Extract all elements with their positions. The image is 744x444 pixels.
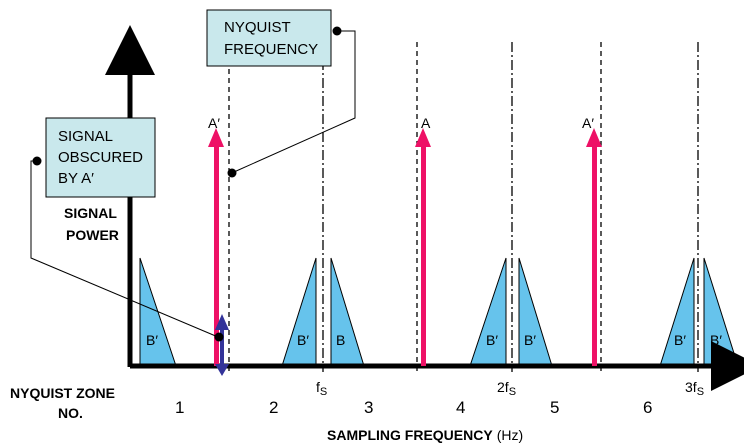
arrow-label: A′: [582, 115, 594, 131]
arrow-a-prime-zone2: [208, 128, 224, 366]
band-label: B′: [486, 332, 498, 348]
arrow-a-prime-zone6: [586, 128, 602, 366]
zone-number: 6: [643, 398, 652, 417]
callout-line: SIGNAL: [58, 128, 113, 145]
zone-number: 2: [269, 398, 278, 417]
tick-2fs: 2fS: [497, 379, 516, 398]
fs-lines: [322, 42, 699, 372]
leader-dot: [227, 168, 237, 178]
tick-fs: fS: [316, 379, 327, 398]
leader-dot: [214, 332, 224, 342]
callout-line: OBSCURED: [58, 149, 143, 166]
nyquist-frequency-callout: NYQUIST FREQUENCY: [206, 9, 356, 178]
fs-tick-labels: fS 2fS 3fS: [316, 379, 704, 398]
callout-line: FREQUENCY: [224, 41, 318, 58]
signal-obscured-callout: SIGNAL OBSCURED BY A′: [30, 117, 224, 342]
leader-line: [233, 30, 356, 173]
zone-number: 1: [175, 398, 184, 417]
band-b-prime-left-2fs: [469, 257, 507, 367]
band-label: B′: [710, 332, 722, 348]
arrow-label: A: [421, 115, 431, 131]
band-b-right-fs: [330, 257, 365, 367]
tick-3fs: 3fS: [685, 379, 704, 398]
zone-number: 4: [456, 398, 465, 417]
callout-line: NYQUIST: [224, 19, 291, 36]
obscured-signal-marker: [215, 314, 229, 376]
zone-number: 3: [364, 398, 373, 417]
leader-dot: [32, 156, 42, 166]
zone-heading: NYQUIST ZONE: [10, 385, 115, 401]
band-label: B′: [146, 332, 158, 348]
zone-boundaries: [228, 42, 602, 372]
band-b-prime-right-3fs: [703, 257, 739, 367]
signal-arrows: [208, 128, 602, 366]
zone-heading: NO.: [58, 405, 83, 421]
band-label: B′: [297, 332, 309, 348]
band-b-prime-left-fs: [281, 257, 317, 367]
callout-box: [206, 9, 332, 67]
arrow-label: A′: [208, 115, 220, 131]
zone-number: 5: [550, 398, 559, 417]
band-b-prime-left-3fs: [659, 257, 695, 367]
band-b-prime-right-2fs: [518, 257, 553, 367]
x-axis-label: SAMPLING FREQUENCY (Hz): [327, 427, 523, 443]
band-label: B′: [674, 332, 686, 348]
callout-line: BY A′: [58, 170, 94, 187]
y-axis-label: SIGNAL: [64, 205, 117, 221]
callout-box: [45, 117, 156, 198]
band-label: B: [336, 332, 345, 348]
arrow-a-zone4: [415, 128, 431, 366]
y-axis-label: POWER: [66, 227, 119, 243]
leader-dot: [332, 26, 342, 36]
band-label: B′: [524, 332, 536, 348]
bands: [139, 257, 739, 367]
